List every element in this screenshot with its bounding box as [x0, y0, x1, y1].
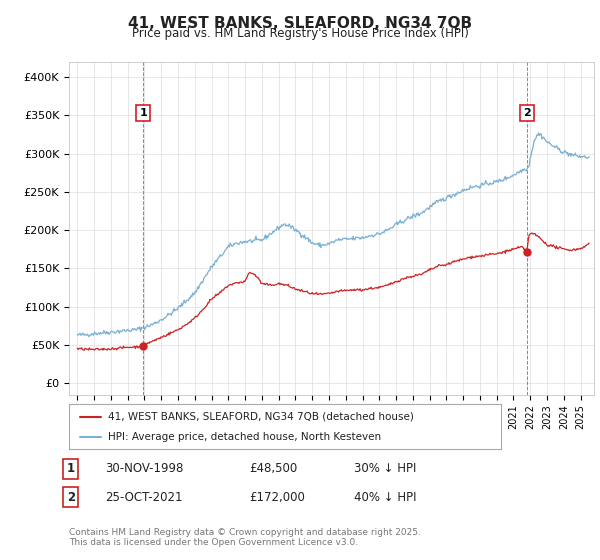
Text: Contains HM Land Registry data © Crown copyright and database right 2025.: Contains HM Land Registry data © Crown c… [69, 528, 421, 536]
Text: £172,000: £172,000 [249, 491, 305, 504]
Text: £48,500: £48,500 [249, 462, 297, 475]
Text: Price paid vs. HM Land Registry's House Price Index (HPI): Price paid vs. HM Land Registry's House … [131, 27, 469, 40]
Text: 40% ↓ HPI: 40% ↓ HPI [354, 491, 416, 504]
Text: 2: 2 [523, 108, 530, 118]
Text: 2: 2 [67, 491, 75, 504]
Text: 1: 1 [67, 462, 75, 475]
Text: 30-NOV-1998: 30-NOV-1998 [105, 462, 184, 475]
Text: 1: 1 [139, 108, 147, 118]
Text: HPI: Average price, detached house, North Kesteven: HPI: Average price, detached house, Nort… [108, 432, 381, 442]
Text: 41, WEST BANKS, SLEAFORD, NG34 7QB: 41, WEST BANKS, SLEAFORD, NG34 7QB [128, 16, 472, 31]
Text: 30% ↓ HPI: 30% ↓ HPI [354, 462, 416, 475]
Text: 41, WEST BANKS, SLEAFORD, NG34 7QB (detached house): 41, WEST BANKS, SLEAFORD, NG34 7QB (deta… [108, 412, 414, 422]
Text: This data is licensed under the Open Government Licence v3.0.: This data is licensed under the Open Gov… [69, 538, 358, 547]
Text: 25-OCT-2021: 25-OCT-2021 [105, 491, 182, 504]
